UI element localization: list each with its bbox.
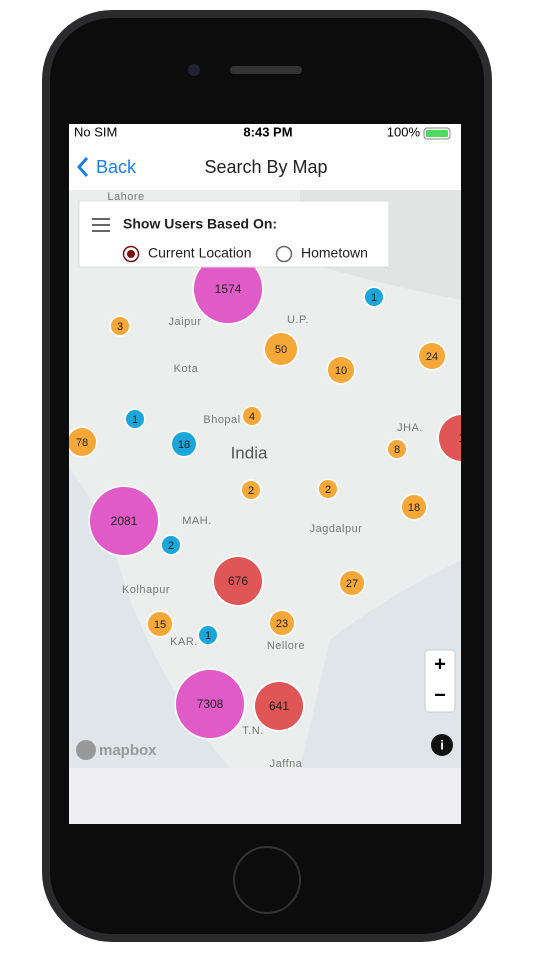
cluster[interactable] bbox=[419, 343, 445, 369]
cluster[interactable] bbox=[172, 432, 196, 456]
cluster-count: 676 bbox=[228, 574, 248, 588]
cluster-count: 24 bbox=[426, 351, 438, 363]
nav-title: Search By Map bbox=[204, 157, 327, 177]
cluster[interactable] bbox=[176, 670, 244, 738]
map-label: MAH. bbox=[182, 515, 212, 527]
zoom-control bbox=[424, 649, 456, 713]
cluster[interactable] bbox=[388, 440, 406, 458]
cluster-count: 23 bbox=[276, 618, 288, 630]
radio-label[interactable]: Current Location bbox=[148, 245, 252, 261]
mapbox-logo bbox=[76, 740, 96, 760]
cluster[interactable] bbox=[194, 255, 262, 323]
cluster[interactable] bbox=[199, 626, 217, 644]
cluster[interactable] bbox=[402, 495, 426, 519]
cluster-count: 2 bbox=[168, 540, 174, 552]
cluster[interactable] bbox=[214, 557, 262, 605]
menu-icon[interactable] bbox=[92, 218, 110, 232]
cluster-count: 1 bbox=[132, 414, 138, 426]
cluster-count: 18 bbox=[408, 502, 420, 514]
carrier: No SIM bbox=[74, 124, 117, 139]
battery-text: 100% bbox=[387, 124, 421, 139]
clock: 8:43 PM bbox=[243, 124, 292, 139]
cluster[interactable] bbox=[265, 333, 297, 365]
speaker bbox=[230, 66, 302, 74]
camera bbox=[188, 64, 200, 76]
cluster[interactable] bbox=[255, 682, 303, 730]
filter-title: Show Users Based On: bbox=[123, 216, 277, 232]
cluster[interactable] bbox=[439, 415, 485, 461]
cluster[interactable] bbox=[148, 612, 172, 636]
cluster-count: 1 bbox=[459, 431, 466, 445]
map-label: T.N. bbox=[242, 725, 264, 737]
home-button[interactable] bbox=[233, 846, 301, 914]
radio-label[interactable]: Hometown bbox=[301, 245, 368, 261]
cluster[interactable] bbox=[68, 428, 96, 456]
cluster-count: 3 bbox=[117, 321, 123, 333]
cluster-count: 641 bbox=[269, 699, 289, 713]
cluster[interactable] bbox=[126, 410, 144, 428]
back-button[interactable]: Back bbox=[96, 157, 137, 177]
info-button[interactable] bbox=[431, 734, 453, 756]
cluster[interactable] bbox=[319, 480, 337, 498]
cluster-count: 1 bbox=[205, 630, 211, 642]
cluster[interactable] bbox=[340, 571, 364, 595]
map-label: Kota bbox=[174, 363, 199, 375]
cluster-count: 10 bbox=[335, 365, 347, 377]
cluster[interactable] bbox=[242, 481, 260, 499]
sea bbox=[300, 560, 461, 768]
cluster-count: 2 bbox=[248, 485, 254, 497]
map-label: Jaffna bbox=[270, 758, 303, 770]
cluster-count: 1 bbox=[371, 292, 377, 304]
cluster[interactable] bbox=[328, 357, 354, 383]
zoom-out[interactable]: − bbox=[434, 684, 446, 706]
cluster-count: 1574 bbox=[215, 282, 242, 296]
mapbox-text: mapbox bbox=[99, 742, 157, 759]
map-label: Lahore bbox=[107, 191, 144, 203]
cluster-count: 7308 bbox=[197, 697, 224, 711]
map-label: India bbox=[231, 443, 268, 462]
map-label: JHA. bbox=[397, 422, 423, 434]
map-label: KAR. bbox=[170, 636, 198, 648]
cluster-count: 15 bbox=[154, 619, 166, 631]
bottom-bar bbox=[69, 768, 461, 824]
cluster-count: 18 bbox=[178, 439, 190, 451]
cluster-count: 27 bbox=[346, 578, 358, 590]
map-label: Jaipur bbox=[169, 316, 202, 328]
cluster[interactable] bbox=[162, 536, 180, 554]
map-label: Nellore bbox=[267, 640, 305, 652]
cluster[interactable] bbox=[365, 288, 383, 306]
map-label: Bhopal bbox=[203, 414, 240, 426]
cluster-count: 78 bbox=[76, 437, 88, 449]
battery-level bbox=[426, 130, 448, 137]
radio-dot bbox=[127, 250, 135, 258]
radio[interactable] bbox=[275, 245, 293, 263]
back-chevron[interactable] bbox=[76, 157, 89, 177]
cluster[interactable] bbox=[243, 407, 261, 425]
cluster-count: 8 bbox=[394, 444, 400, 456]
cluster-count: 4 bbox=[249, 411, 255, 423]
cluster[interactable] bbox=[111, 317, 129, 335]
zoom-in[interactable]: + bbox=[434, 653, 446, 675]
cluster-count: 2 bbox=[325, 484, 331, 496]
map-label: Jagdalpur bbox=[310, 523, 363, 535]
map-label: U.P. bbox=[287, 314, 309, 326]
map-label: Kolhapur bbox=[122, 584, 170, 596]
battery bbox=[423, 127, 451, 140]
cluster-count: 50 bbox=[275, 344, 287, 356]
info-icon: i bbox=[440, 737, 444, 752]
cluster-count: 2081 bbox=[111, 514, 138, 528]
cluster[interactable] bbox=[90, 487, 158, 555]
cluster[interactable] bbox=[270, 611, 294, 635]
map[interactable]: Lahore Jaipur U.P. Kota Bhopal India MAH. Jagda… bbox=[66, 190, 487, 770]
